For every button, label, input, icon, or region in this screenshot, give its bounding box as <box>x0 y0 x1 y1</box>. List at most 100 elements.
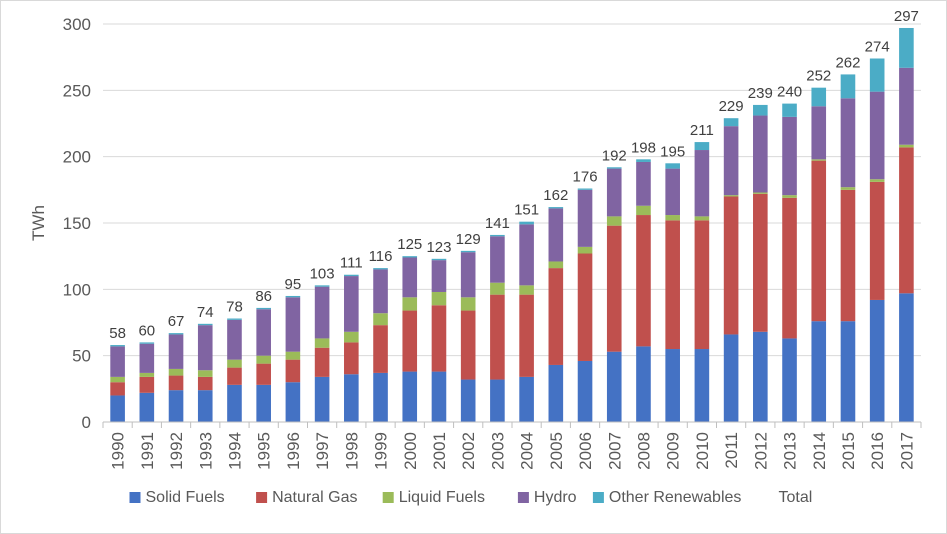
bar-segment <box>256 307 271 310</box>
total-label: 229 <box>719 98 744 115</box>
bar-segment <box>314 286 330 339</box>
bar-segment <box>840 74 856 99</box>
bar-segment <box>344 342 359 375</box>
bar-segment <box>139 343 155 373</box>
bar-segment <box>460 252 476 298</box>
bar-segment <box>431 371 447 422</box>
bar-segment <box>723 334 739 422</box>
x-tick-label: 2006 <box>576 432 595 470</box>
total-label: 176 <box>573 169 598 186</box>
bar-segment <box>197 370 213 377</box>
bar-segment <box>548 364 564 422</box>
x-tick-label: 2007 <box>605 432 624 470</box>
bar-segment <box>606 225 622 352</box>
bar-segment <box>227 384 242 422</box>
legend-swatch <box>256 492 268 503</box>
bar-segment <box>840 98 856 188</box>
bar-segment <box>577 360 593 422</box>
bar-segment <box>753 331 768 422</box>
legend: Solid Fuels Natural Gas Liquid Fuels Hydro O… <box>129 489 812 506</box>
bar-segment <box>636 205 651 216</box>
total-label: 78 <box>226 299 243 316</box>
bar-segment <box>344 374 359 422</box>
bar-segment <box>782 103 797 117</box>
total-label: 262 <box>835 54 860 71</box>
bar-segment <box>636 346 651 422</box>
bar-segment <box>519 221 534 225</box>
bar-segment <box>665 349 680 422</box>
bar-segment <box>577 253 593 361</box>
total-label: 239 <box>748 85 773 102</box>
x-tick-label: 2011 <box>722 432 741 469</box>
bar-segment <box>431 258 447 261</box>
bar-segment <box>723 126 739 196</box>
total-label: 274 <box>865 38 890 55</box>
bar-segment <box>899 27 914 68</box>
x-tick-label: 2014 <box>810 432 829 470</box>
total-label: 67 <box>168 313 185 330</box>
bar-segment <box>460 250 476 253</box>
x-tick-label: 2004 <box>518 432 537 470</box>
bar-segment <box>899 293 914 422</box>
x-tick-label: 2001 <box>430 432 449 470</box>
bar-segment <box>168 375 184 391</box>
bar-segment <box>694 349 710 422</box>
bar-segment <box>840 187 856 190</box>
y-tick-label: 100 <box>63 280 91 299</box>
x-tick-label: 1994 <box>225 432 244 470</box>
bar-segment <box>344 276 359 332</box>
total-label: 198 <box>631 139 656 156</box>
bar-segment <box>490 379 505 422</box>
bar-segment <box>811 106 827 160</box>
bar-segment <box>636 215 651 347</box>
bar-segment <box>869 299 885 422</box>
bar-segment <box>782 197 797 339</box>
x-tick-label: 2017 <box>897 432 916 470</box>
bar-segment <box>665 163 680 169</box>
bar-segment <box>606 351 622 422</box>
bar-segment <box>431 260 447 292</box>
bar-segment <box>811 87 827 107</box>
bar-segment <box>694 220 710 350</box>
legend-label: Hydro <box>534 489 577 506</box>
bar-segment <box>577 246 593 254</box>
bar-segment <box>782 116 797 196</box>
total-label: 95 <box>285 276 302 293</box>
bar-segment <box>139 392 155 422</box>
y-tick-label: 150 <box>63 214 91 233</box>
x-tick-label: 2008 <box>634 432 653 470</box>
total-label: 125 <box>397 236 422 253</box>
bar-segment <box>256 363 271 385</box>
bar-segment <box>285 297 301 352</box>
y-tick-label: 300 <box>63 15 91 34</box>
bar-segment <box>490 234 505 237</box>
total-label: 74 <box>197 304 214 321</box>
bar-segment <box>811 160 827 322</box>
bar-segment <box>197 376 213 391</box>
bar-segment <box>110 346 125 377</box>
bar-segment <box>460 297 476 311</box>
bar-segment <box>168 334 184 369</box>
bar-segment <box>636 159 651 162</box>
bar-segment <box>548 208 564 262</box>
x-tick-label: 2000 <box>401 432 420 470</box>
bar-segment <box>314 376 330 422</box>
bar-segment <box>314 285 330 287</box>
bar-segment <box>723 195 739 197</box>
total-label: 58 <box>109 325 126 342</box>
total-label: 211 <box>690 122 714 139</box>
bar-segment <box>314 347 330 377</box>
x-tick-label: 2009 <box>664 432 683 470</box>
bar-segment <box>753 104 768 116</box>
x-tick-label: 2005 <box>547 432 566 470</box>
bar-segment <box>869 91 885 180</box>
bar-segment <box>490 294 505 380</box>
bar-segment <box>753 192 768 194</box>
bar-segment <box>373 269 388 314</box>
total-label: 240 <box>777 84 802 101</box>
x-tick-label: 1992 <box>167 432 186 470</box>
bar-segment <box>256 384 271 422</box>
bar-segment <box>577 189 593 247</box>
bar-segment <box>197 325 213 371</box>
